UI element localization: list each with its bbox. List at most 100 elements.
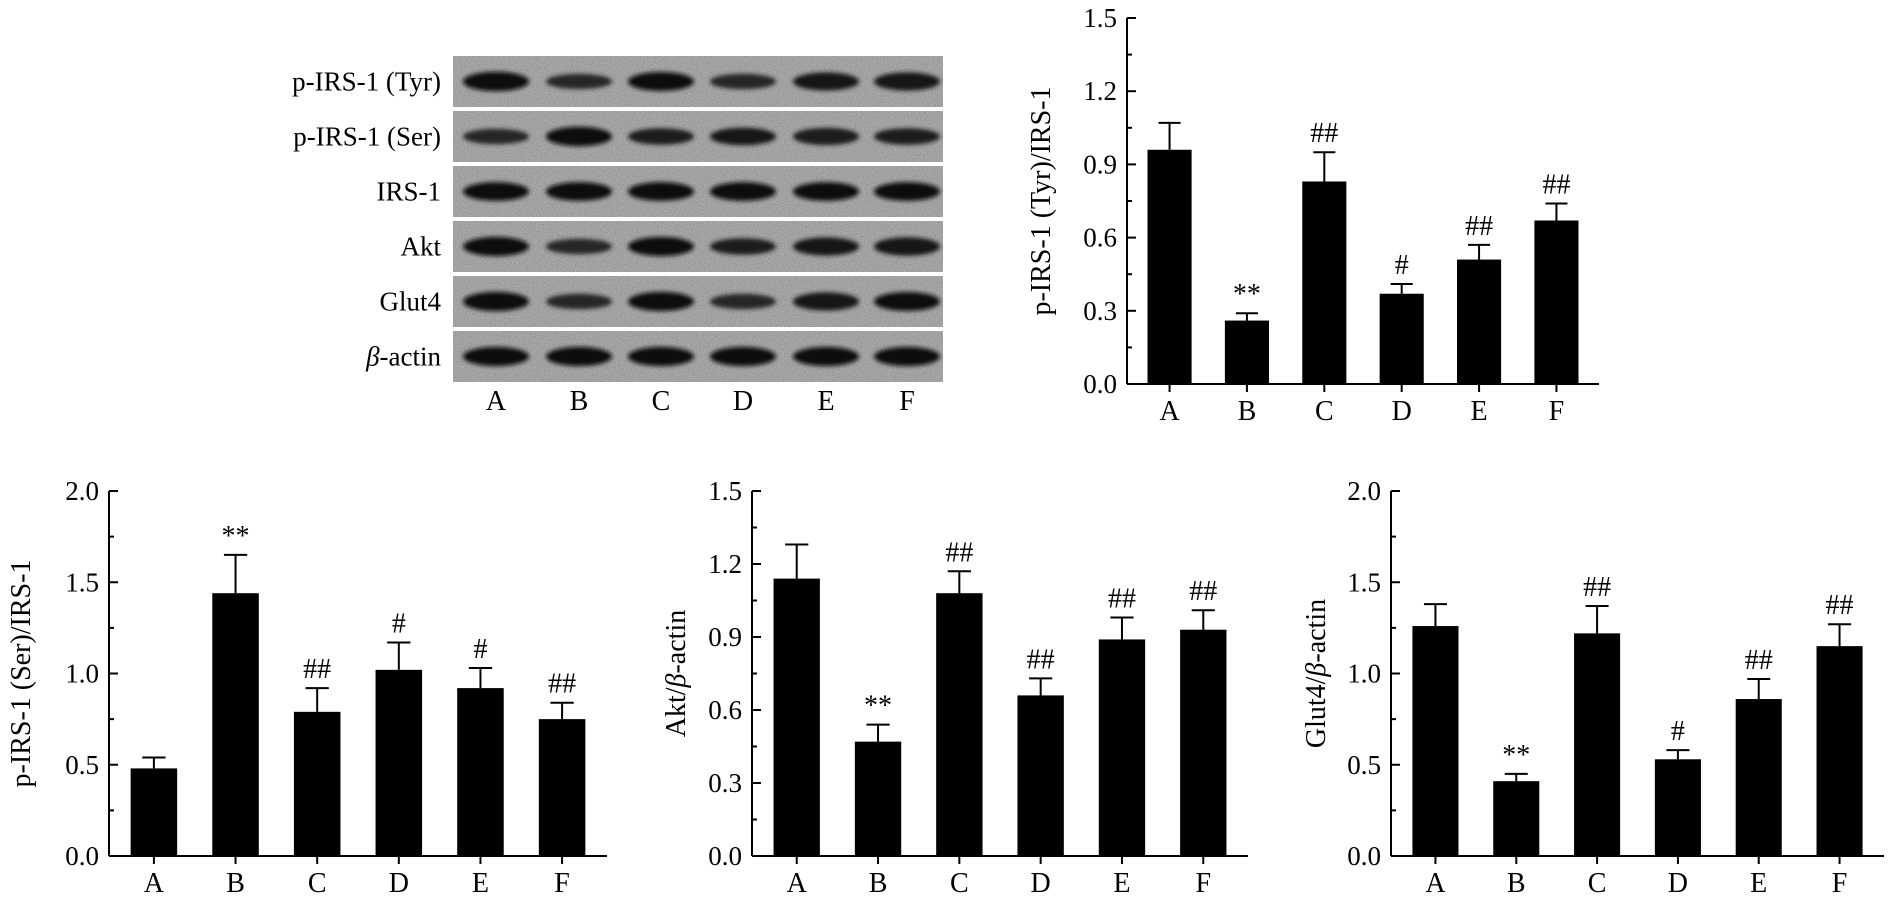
x-tick-label: A (787, 868, 808, 899)
chart-glut4: 0.0 0.5 1.0 1.5 2.0 A ** B ## C # D ## E ## F Glut4/β-ac… (1301, 476, 1884, 899)
x-tick-label: E (1471, 396, 1488, 427)
bar (773, 578, 820, 856)
blot-row-label-italic: β (365, 342, 380, 372)
blot-band (710, 182, 776, 201)
bar (1816, 646, 1863, 856)
blot-band (874, 346, 940, 367)
bar (1180, 629, 1227, 856)
blot-band (710, 238, 776, 255)
blot-row-label: β-actin (365, 342, 441, 372)
blot-band (874, 72, 940, 91)
significance-marker: ## (1542, 169, 1570, 200)
y-tick-label: 0.0 (65, 841, 99, 871)
bar (1098, 639, 1146, 856)
blot-band (874, 182, 940, 201)
blot-strip-texture (453, 221, 943, 272)
x-tick-label: E (1750, 868, 1767, 899)
bar (1654, 759, 1701, 856)
blot-strip-texture (453, 166, 943, 217)
blot-strip-texture (453, 276, 943, 327)
blot-band (546, 238, 612, 255)
blot-band (463, 71, 529, 92)
y-tick-label: 0.9 (708, 622, 742, 652)
y-tick-label: 1.2 (708, 549, 742, 579)
significance-marker: # (1671, 716, 1685, 747)
y-tick-label: 0.0 (708, 841, 742, 871)
blot-lane-label: D (733, 386, 753, 417)
significance-marker: ## (303, 654, 331, 685)
bar (538, 719, 586, 856)
x-tick-label: E (1113, 868, 1130, 899)
x-tick-label: C (1588, 868, 1607, 899)
significance-marker: ** (864, 691, 892, 722)
blot-band (710, 73, 776, 90)
bar (1147, 149, 1192, 384)
blot-lane-label: C (652, 386, 671, 417)
y-tick-label: 0.0 (1083, 369, 1117, 399)
y-tick-label: 0.3 (708, 768, 742, 798)
bar (212, 593, 259, 856)
blot-band (710, 127, 776, 146)
blot-band (793, 182, 859, 201)
y-tick-label: 2.0 (1347, 476, 1381, 506)
x-tick-label: F (1549, 396, 1565, 427)
blot-row-label-rest: -actin (380, 342, 442, 372)
bar (1534, 220, 1579, 384)
x-tick-label: C (1315, 396, 1334, 427)
y-axis-label-prefix: Glut4/ (1301, 676, 1332, 748)
blot-row-label: Glut4 (379, 287, 441, 317)
blot-row: Glut4 (379, 276, 943, 327)
x-tick-label: D (1668, 868, 1688, 899)
blot-row-label: p-IRS-1 (Tyr) (292, 67, 441, 97)
significance-marker: ## (1465, 211, 1493, 242)
blot-band (463, 346, 529, 367)
blot-row: Akt (401, 221, 943, 272)
x-tick-label: F (1832, 868, 1848, 899)
blot-band (874, 237, 940, 256)
significance-marker: ## (945, 537, 973, 568)
blot-row: p-IRS-1 (Ser) (293, 111, 943, 162)
blot-band (463, 182, 529, 201)
y-tick-label: 0.0 (1347, 841, 1381, 871)
blot-row-label: IRS-1 (376, 177, 441, 207)
y-tick-label: 0.9 (1083, 149, 1117, 179)
blot-band (793, 72, 859, 91)
chart-p-irs1-tyr: 0.0 0.3 0.6 0.9 1.2 1.5 A ** B ## C # D ## E ## Fp-IRS-1… (1026, 3, 1599, 427)
blot-band (793, 292, 859, 311)
x-tick-label: B (1238, 396, 1257, 427)
x-tick-label: A (1425, 868, 1446, 899)
significance-marker: ## (548, 669, 576, 700)
bar (1224, 320, 1269, 384)
bar (457, 688, 504, 856)
significance-marker: ** (1233, 279, 1261, 310)
blot-band (628, 128, 694, 145)
significance-marker: ## (1310, 118, 1338, 149)
y-axis-label-suffix: -actin (1301, 599, 1332, 663)
blot-band (546, 126, 612, 147)
blot-band (710, 293, 776, 310)
y-axis-label-prefix: Akt/ (661, 687, 692, 737)
y-tick-label: 1.2 (1083, 76, 1117, 106)
y-axis-label: Glut4/β-actin (1301, 599, 1332, 748)
blot-band (546, 293, 612, 310)
x-tick-label: B (226, 868, 245, 899)
bar (1017, 695, 1064, 856)
blot-strip-texture (453, 56, 943, 107)
bar (854, 741, 902, 856)
blot-band (793, 237, 859, 256)
bar (130, 768, 178, 856)
blot-band (463, 291, 529, 312)
y-tick-label: 2.0 (65, 476, 99, 506)
bar (936, 593, 983, 856)
bar (1493, 781, 1540, 856)
x-tick-label: B (1507, 868, 1526, 899)
chart-p-irs1-ser: 0.0 0.5 1.0 1.5 2.0 A ** B ## C # D # E ## Fp-IRS-1 (Se… (6, 476, 607, 899)
bar (1735, 699, 1782, 856)
bar (1574, 633, 1621, 856)
blot-band (463, 128, 529, 145)
y-tick-label: 1.5 (1083, 3, 1117, 33)
y-axis-label-suffix: -actin (661, 610, 692, 674)
blot-band (793, 346, 859, 367)
blot-band (628, 182, 694, 201)
